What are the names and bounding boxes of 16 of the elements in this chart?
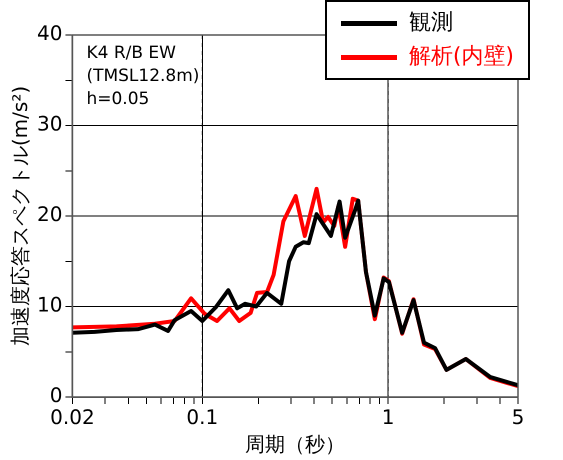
legend-label: 解析(内壁) xyxy=(408,43,514,71)
y-tick-label: 0 xyxy=(50,383,62,408)
annotation: K4 R/B EW xyxy=(86,42,176,63)
x-tick-label: 0.02 xyxy=(50,405,95,430)
x-tick-label: 0.1 xyxy=(186,405,218,430)
y-axis-title: 加速度応答スペクトル(m/s²) xyxy=(8,86,32,346)
y-tick-label: 20 xyxy=(36,202,62,226)
y-tick-label: 30 xyxy=(36,112,62,136)
x-tick-label: 5 xyxy=(512,405,524,430)
annotation: h=0.05 xyxy=(86,88,150,109)
y-tick-label: 40 xyxy=(36,21,62,46)
annotation: (TMSL12.8m) xyxy=(86,66,200,86)
x-tick-label: 1 xyxy=(382,405,394,430)
legend-label: 観測 xyxy=(408,9,453,37)
x-axis-title: 周期（秒） xyxy=(245,432,346,456)
y-tick-label: 10 xyxy=(36,292,62,317)
